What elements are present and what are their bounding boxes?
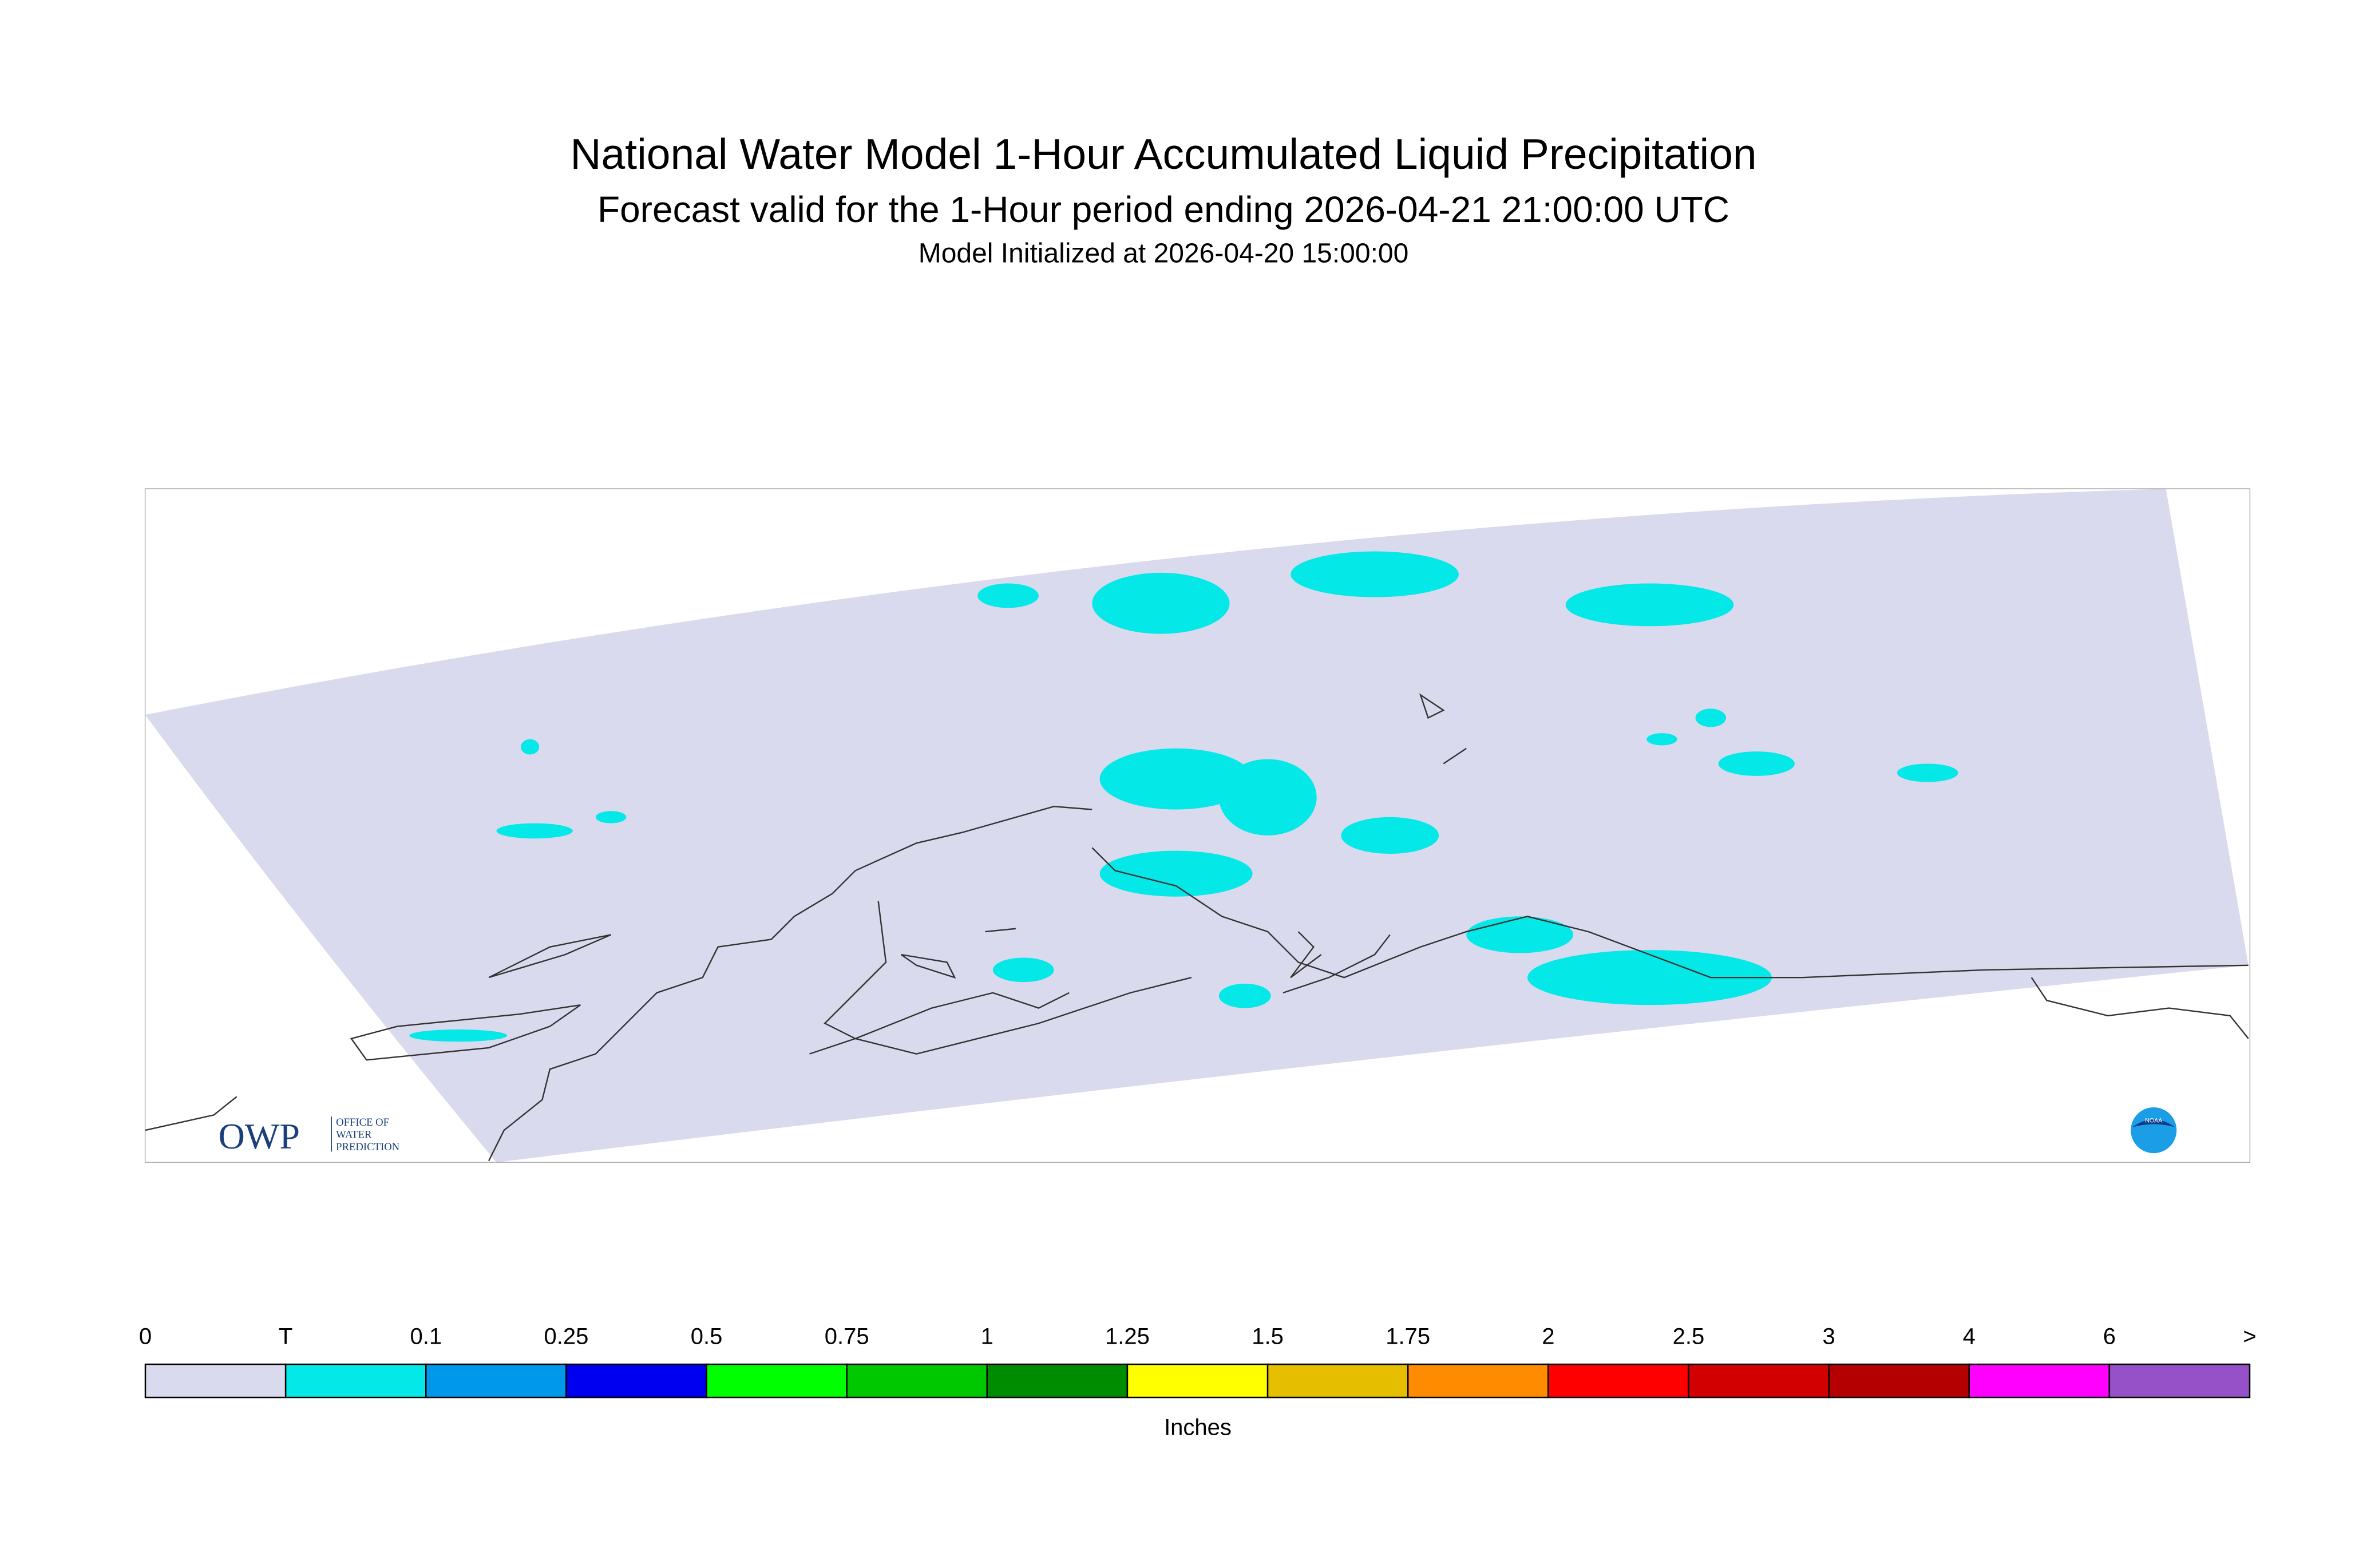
subtitle: Forecast valid for the 1-Hour period end…: [597, 189, 1729, 230]
color-swatch: [1407, 1363, 1549, 1399]
color-swatch: [425, 1363, 567, 1399]
colorbar-label: 3: [1822, 1324, 1835, 1349]
noaa-logo: [2131, 1107, 2177, 1154]
color-swatch: [1828, 1363, 1970, 1399]
coastlines: [145, 693, 2249, 1161]
colorbar-label: 0.75: [825, 1324, 869, 1349]
colorbar-label: 1.75: [1386, 1324, 1430, 1349]
colorbar-label: 2: [1542, 1324, 1554, 1349]
colorbar-label: >: [2243, 1324, 2256, 1349]
title: National Water Model 1-Hour Accumulated …: [570, 130, 1756, 178]
colorbar-label: 0.1: [410, 1324, 442, 1349]
owp-text: WATER: [336, 1129, 372, 1141]
colorbar-unit: Inches: [1164, 1415, 1232, 1440]
colorbar-label: 2.5: [1673, 1324, 1705, 1349]
init-time: Model Initialized at 2026-04-20 15:00:00: [919, 239, 1409, 269]
color-swatch: [2108, 1363, 2251, 1399]
colorbar-label: 0: [139, 1324, 152, 1349]
colorbar-label: 1.5: [1252, 1324, 1284, 1349]
color-swatch: [1266, 1363, 1409, 1399]
color-swatch: [1688, 1363, 1830, 1399]
noaa-text: NOAA: [2145, 1118, 2163, 1124]
color-swatch: [565, 1363, 707, 1399]
color-swatch: [986, 1363, 1129, 1399]
colorbar-label: 0.5: [691, 1324, 723, 1349]
color-swatch: [1968, 1363, 2111, 1399]
colorbar-label: T: [279, 1324, 292, 1349]
color-swatch: [1547, 1363, 1689, 1399]
colorbar-label: 4: [1963, 1324, 1976, 1349]
color-swatch: [846, 1363, 988, 1399]
color-swatch: [1126, 1363, 1269, 1399]
map: OWP OFFICE OF WATER PREDICTION NOAA: [144, 488, 2251, 1163]
color-swatch: [706, 1363, 848, 1399]
colorbar-label: 1: [981, 1324, 993, 1349]
colorbar-label: 1.25: [1105, 1324, 1150, 1349]
color-swatch: [144, 1363, 287, 1399]
owp-logo: OWP: [219, 1116, 300, 1157]
colorbar-label: 0.25: [544, 1324, 588, 1349]
noaa-bird: [2132, 1119, 2175, 1127]
owp-text: OFFICE OF: [336, 1116, 389, 1129]
color-swatch: [284, 1363, 427, 1399]
colorbar: 0 T 0.1 0.25 0.5 0.75 1 1.25 1.5 1.75 2 2.5 3 4 6 >: [139, 1324, 2257, 1399]
colorbar-label: 6: [2103, 1324, 2116, 1349]
owp-text: PREDICTION: [336, 1141, 400, 1153]
map-frame: [144, 488, 2251, 1163]
